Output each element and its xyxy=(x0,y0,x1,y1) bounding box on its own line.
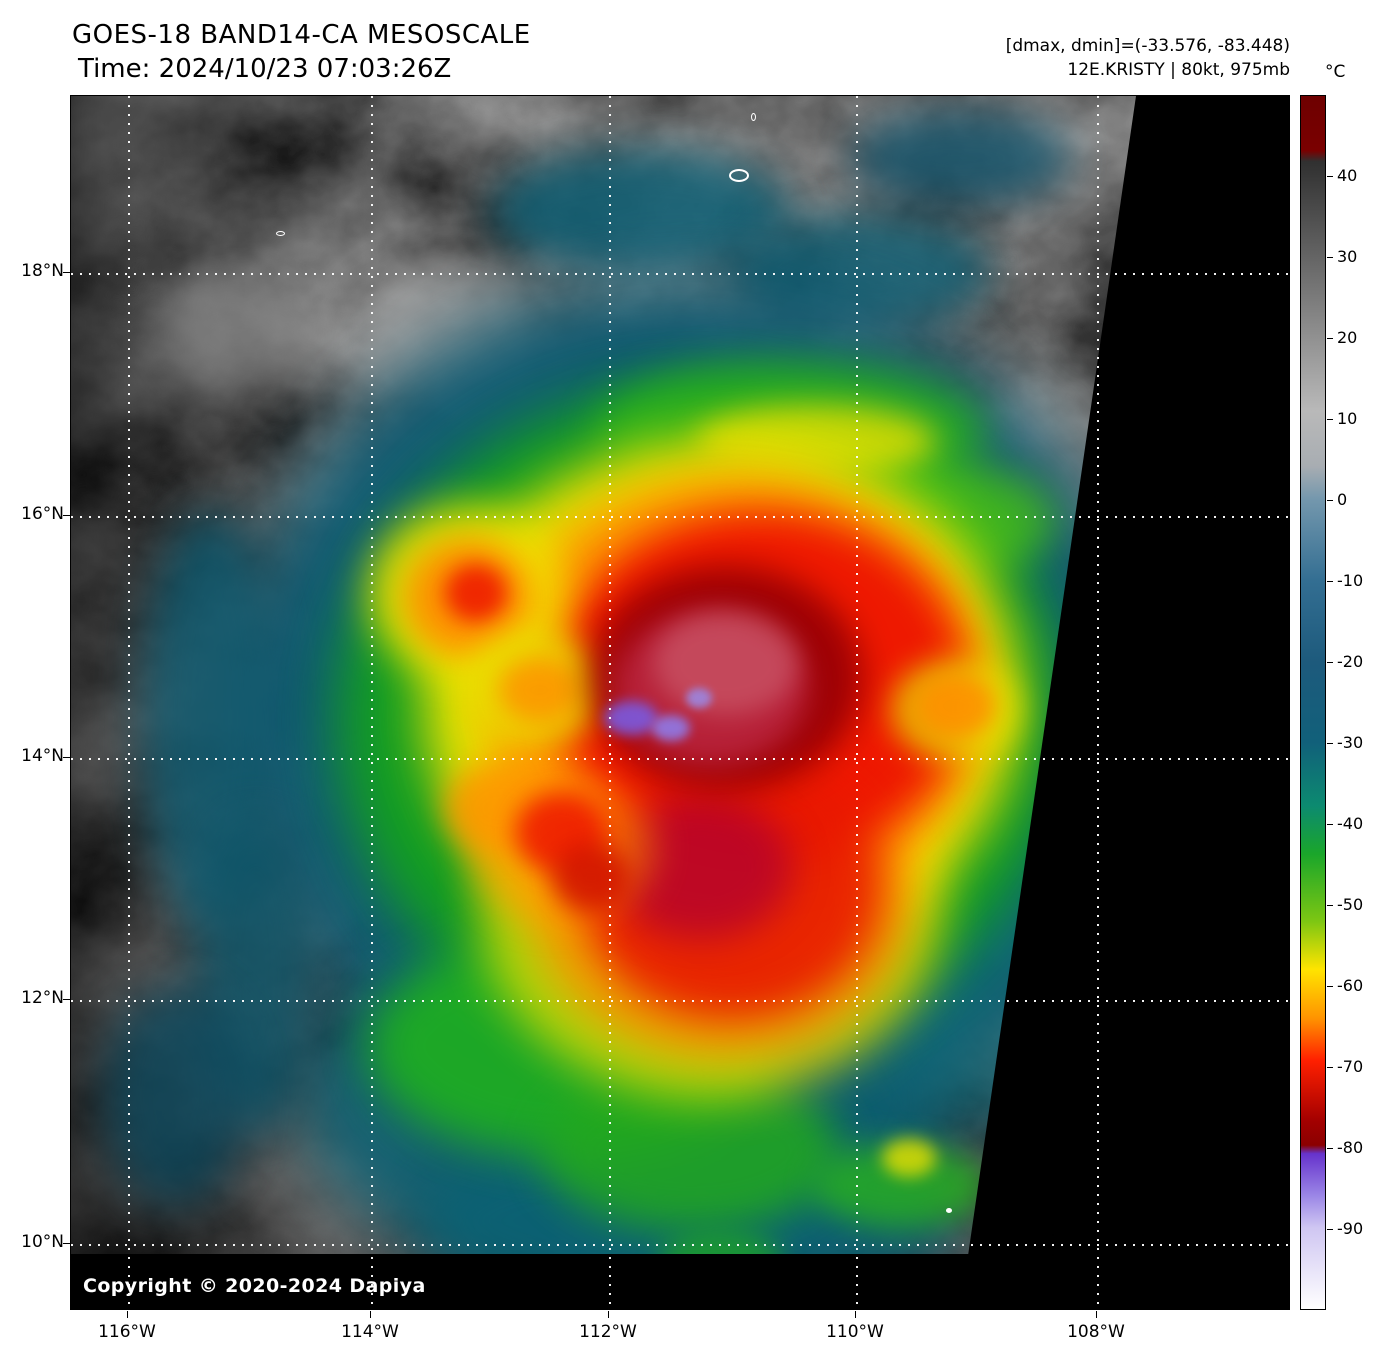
image-title: GOES-18 BAND14-CA MESOSCALE xyxy=(72,20,531,50)
cloud-blob xyxy=(882,1139,936,1177)
lon-axis-label: 112°W xyxy=(579,1322,637,1342)
colorbar-tick-label: -50 xyxy=(1337,895,1364,914)
lon-axis-label: 110°W xyxy=(826,1322,884,1342)
storm-blobs xyxy=(71,96,1289,1309)
colorbar-tick-label: -80 xyxy=(1337,1138,1364,1157)
image-timestamp: Time: 2024/10/23 07:03:26Z xyxy=(78,54,452,84)
cloud-blob xyxy=(652,715,690,741)
colorbar-tick-mark xyxy=(1327,175,1333,177)
colorbar-tick-label: -70 xyxy=(1337,1057,1364,1076)
coastline-outline xyxy=(729,169,749,182)
lon-axis-label: 116°W xyxy=(98,1322,156,1342)
longitude-gridline xyxy=(371,96,373,1309)
colorbar-tick-mark xyxy=(1327,985,1333,987)
latitude-gridline xyxy=(71,758,1289,760)
lat-axis-label: 12°N xyxy=(21,988,64,1008)
longitude-gridline xyxy=(128,96,130,1309)
colorbar-tick-label: -40 xyxy=(1337,814,1364,833)
colorbar-tick-label: -90 xyxy=(1337,1219,1364,1238)
cloud-blob xyxy=(686,688,712,708)
cloud-blob xyxy=(498,657,580,723)
lon-tick-mark xyxy=(1096,1311,1097,1318)
cloud-blob xyxy=(851,110,1071,206)
coastline-outline xyxy=(276,231,285,236)
storm-info-annotation: 12E.KRISTY | 80kt, 975mb xyxy=(1067,60,1290,80)
colorbar-tick-mark xyxy=(1327,823,1333,825)
colorbar-tick-label: 40 xyxy=(1337,166,1358,185)
lon-axis-label: 114°W xyxy=(341,1322,399,1342)
colorbar-tick-mark xyxy=(1327,1147,1333,1149)
colorbar-tick-label: -60 xyxy=(1337,976,1364,995)
colorbar-tick-label: -20 xyxy=(1337,652,1364,671)
lon-tick-mark xyxy=(855,1311,856,1318)
longitude-gridline xyxy=(1097,96,1099,1309)
colorbar-tick-mark xyxy=(1327,904,1333,906)
colorbar-tick-mark xyxy=(1327,499,1333,501)
lat-axis-label: 18°N xyxy=(21,261,64,281)
bottom-black-strip xyxy=(71,1254,1289,1309)
colorbar-tick-mark xyxy=(1327,1228,1333,1230)
lat-tick-mark xyxy=(63,999,70,1000)
cloud-blob xyxy=(654,611,798,715)
lat-tick-mark xyxy=(63,757,70,758)
coastline-outline xyxy=(751,113,756,121)
lat-tick-mark xyxy=(63,1243,70,1244)
latitude-gridline xyxy=(71,1244,1289,1246)
lat-axis-label: 16°N xyxy=(21,504,64,524)
colorbar-tick-label: -30 xyxy=(1337,733,1364,752)
colorbar-tick-label: 30 xyxy=(1337,247,1358,266)
colorbar-tick-mark xyxy=(1327,337,1333,339)
dmax-dmin-annotation: [dmax, dmin]=(-33.576, -83.448) xyxy=(1005,36,1290,56)
colorbar-tick-mark xyxy=(1327,256,1333,258)
longitude-gridline xyxy=(609,96,611,1309)
colorbar-tick-mark xyxy=(1327,742,1333,744)
latitude-gridline xyxy=(71,516,1289,518)
colorbar-tick-label: 0 xyxy=(1337,490,1348,509)
lon-tick-mark xyxy=(608,1311,609,1318)
latitude-gridline xyxy=(71,1000,1289,1002)
colorbar-tick-label: 20 xyxy=(1337,328,1358,347)
cloud-blob xyxy=(552,844,630,912)
lat-tick-mark xyxy=(63,515,70,516)
copyright-label: Copyright © 2020-2024 Dapiya xyxy=(83,1275,426,1297)
colorbar-tick-mark xyxy=(1327,418,1333,420)
colorbar-tick-mark xyxy=(1327,1066,1333,1068)
lat-axis-label: 10°N xyxy=(21,1232,64,1252)
colorbar-tick-mark xyxy=(1327,661,1333,663)
cloud-blob xyxy=(604,701,658,735)
colorbar-unit-label: °C xyxy=(1325,62,1346,82)
colorbar-tick-label: -10 xyxy=(1337,571,1364,590)
coastline-layer xyxy=(71,96,1289,1309)
colorbar-tick-mark xyxy=(1327,580,1333,582)
cloud-blob xyxy=(445,564,507,622)
cloud-blob xyxy=(917,675,995,737)
satellite-map: Copyright © 2020-2024 Dapiya xyxy=(70,95,1290,1310)
longitude-gridline xyxy=(856,96,858,1309)
lat-tick-mark xyxy=(63,272,70,273)
lon-axis-label: 108°W xyxy=(1067,1322,1125,1342)
cloud-blob xyxy=(161,281,321,391)
coastline-dot xyxy=(946,1208,952,1213)
colorbar-tick-label: 10 xyxy=(1337,409,1358,428)
lon-tick-mark xyxy=(370,1311,371,1318)
temperature-colorbar xyxy=(1300,95,1326,1310)
lon-tick-mark xyxy=(127,1311,128,1318)
lat-axis-label: 14°N xyxy=(21,746,64,766)
latitude-gridline xyxy=(71,273,1289,275)
